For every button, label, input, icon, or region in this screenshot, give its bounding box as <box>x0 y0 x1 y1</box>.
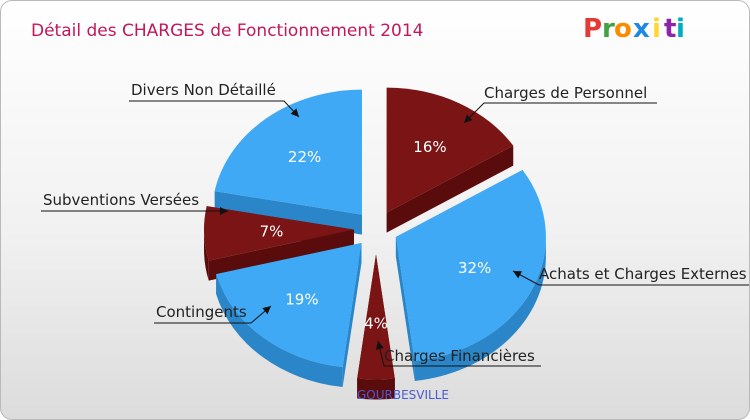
logo-letter: x <box>633 14 650 44</box>
logo-letter: i <box>652 14 661 44</box>
pct-label-divers-non-detaille: 22% <box>288 148 321 166</box>
pct-label-charges-financieres: 4% <box>364 314 388 332</box>
pct-label-contingents: 19% <box>285 290 318 308</box>
leader-line-charges-financieres <box>377 340 541 367</box>
slice-side-subventions-versees <box>204 229 209 281</box>
slice-achats-et-charges-externes <box>395 169 546 361</box>
slice-labels: Charges de Personnel Achats et Charges Ex… <box>43 81 747 365</box>
category-label-charges-de-personnel: Charges de Personnel <box>484 84 647 102</box>
slice-charges-financieres <box>357 254 395 380</box>
slice-face-divers-non-detaille <box>214 191 362 235</box>
pct-label-subventions-versees: 7% <box>260 223 284 241</box>
category-label-achats-et-charges-externes: Achats et Charges Externes <box>539 265 747 283</box>
chart-title: Détail des CHARGES de Fonctionnement 201… <box>31 21 423 41</box>
leader-arrow-subventions-versees <box>220 207 228 215</box>
pie-tops: 16% 32% 4% 19% 7% 22% <box>204 87 546 380</box>
category-label-divers-non-detaille: Divers Non Détaillé <box>131 81 276 99</box>
slice-charges-de-personnel <box>386 87 514 213</box>
leader-line-contingents <box>154 305 272 324</box>
logo-letter: o <box>614 14 632 44</box>
pct-label-achats-et-charges-externes: 32% <box>458 259 491 277</box>
pct-label-charges-de-personnel: 16% <box>413 138 446 156</box>
category-label-charges-financieres: Charges Financières <box>384 347 535 365</box>
leader-arrow-charges-de-personnel <box>464 114 473 123</box>
logo-letter: i <box>676 14 685 44</box>
leader-lines <box>41 100 749 367</box>
slice-face-contingents <box>342 243 362 388</box>
category-label-subventions-versees: Subventions Versées <box>43 191 199 209</box>
slice-face-charges-de-personnel <box>386 145 514 233</box>
slice-side-charges-financieres <box>357 378 395 400</box>
logo-letter: t <box>664 14 676 44</box>
category-label-contingents: Contingents <box>156 303 247 321</box>
slice-side-contingents <box>216 274 343 388</box>
slice-side-achats-et-charges-externes <box>414 236 546 381</box>
logo-letter: r <box>602 14 615 44</box>
slice-face-achats-et-charges-externes <box>395 236 415 381</box>
leader-arrow-divers-non-detaille <box>290 108 299 117</box>
slice-contingents <box>216 243 362 368</box>
slice-subventions-versees <box>204 206 355 261</box>
leader-arrow-achats-et-charges-externes <box>513 271 522 279</box>
logo-letter: P <box>583 14 602 44</box>
slice-divers-non-detaille <box>214 89 362 215</box>
city-label: GOURBESVILLE <box>357 388 449 402</box>
leader-arrow-charges-financieres <box>375 341 384 350</box>
leader-line-achats-et-charges-externes <box>512 270 749 286</box>
leader-arrow-contingents <box>262 306 271 315</box>
leader-line-charges-de-personnel <box>463 102 657 124</box>
